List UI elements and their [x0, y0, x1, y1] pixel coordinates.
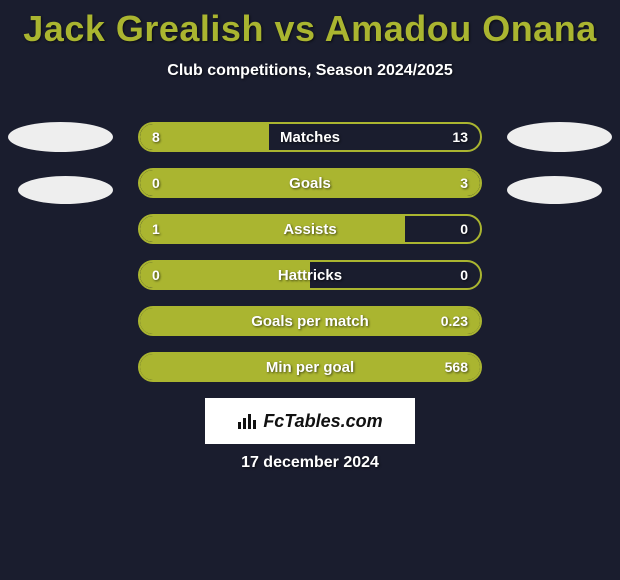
- stat-row: 00Hattricks: [138, 260, 482, 290]
- stat-row: 568Min per goal: [138, 352, 482, 382]
- stat-value-left: 1: [152, 216, 160, 242]
- stat-row: 10Assists: [138, 214, 482, 244]
- stat-fill-left: [140, 170, 208, 196]
- stat-fill: [140, 354, 480, 380]
- vs-text: vs: [274, 8, 315, 49]
- player2-avatar-bottom: [507, 176, 602, 204]
- player1-name: Jack Grealish: [23, 8, 264, 49]
- bars-chart-icon: [237, 412, 257, 430]
- stat-row: 0.23Goals per match: [138, 306, 482, 336]
- stat-value-right: 0.23: [441, 308, 468, 334]
- stat-rows: 813Matches03Goals10Assists00Hattricks0.2…: [138, 122, 482, 398]
- stat-value-right: 568: [445, 354, 468, 380]
- player2-avatar-top: [507, 122, 612, 152]
- player1-avatar-bottom: [18, 176, 113, 204]
- subtitle: Club competitions, Season 2024/2025: [0, 62, 620, 80]
- stat-value-right: 3: [460, 170, 468, 196]
- stat-row: 03Goals: [138, 168, 482, 198]
- stat-value-right: 0: [460, 216, 468, 242]
- stat-row: 813Matches: [138, 122, 482, 152]
- stat-value-left: 0: [152, 170, 160, 196]
- stat-fill-left: [140, 262, 310, 288]
- stat-fill-right: [208, 170, 480, 196]
- comparison-title: Jack Grealish vs Amadou Onana: [0, 0, 620, 50]
- stat-fill: [140, 308, 480, 334]
- date-label: 17 december 2024: [0, 454, 620, 472]
- logo-text: FcTables.com: [263, 411, 382, 432]
- fctables-logo: FcTables.com: [205, 398, 415, 444]
- stat-value-right: 0: [460, 262, 468, 288]
- stat-fill-left: [140, 216, 405, 242]
- player1-avatar-top: [8, 122, 113, 152]
- player2-name: Amadou Onana: [325, 8, 597, 49]
- stat-value-left: 0: [152, 262, 160, 288]
- stat-value-right: 13: [452, 124, 468, 150]
- stat-value-left: 8: [152, 124, 160, 150]
